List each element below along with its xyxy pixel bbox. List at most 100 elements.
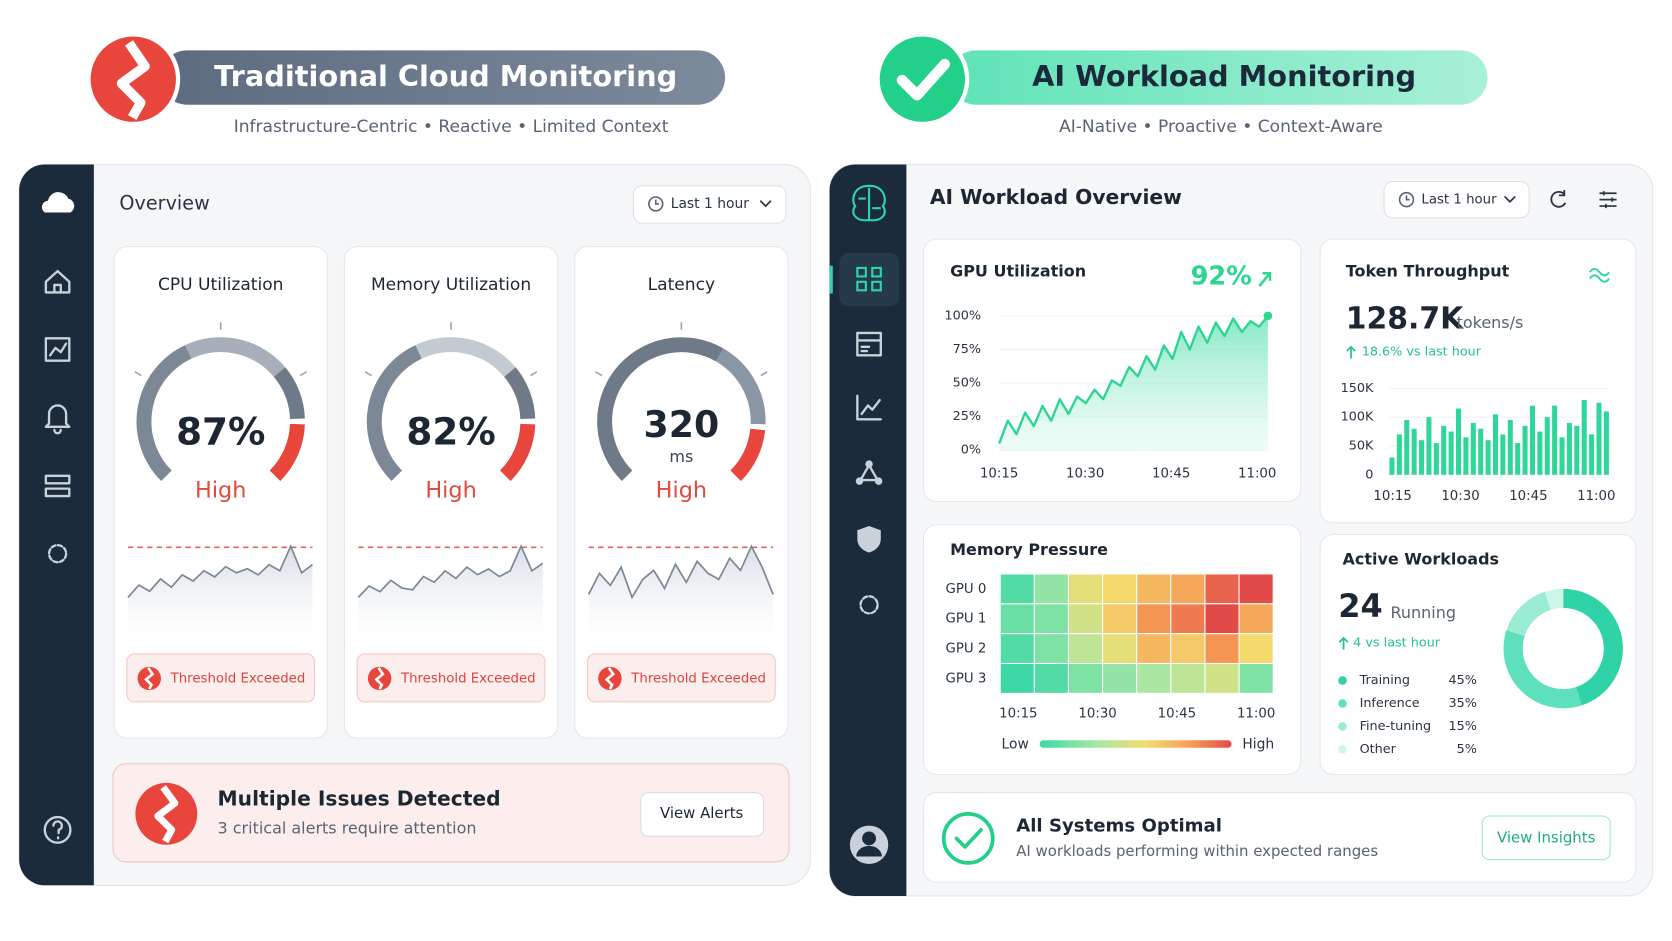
sparkline — [587, 544, 774, 600]
threshold-badge — [356, 653, 546, 703]
metric-value: 320 — [644, 403, 720, 446]
workloads-count: 24 — [1338, 587, 1383, 625]
filter-icon[interactable] — [1599, 191, 1617, 209]
heat-cell — [1238, 633, 1274, 665]
right-sidebar-icons — [829, 184, 899, 864]
right-time-dropdown[interactable] — [1383, 180, 1530, 219]
workloads-count-label: Running — [1390, 603, 1456, 622]
clock-icon — [1398, 191, 1415, 208]
metric-title: CPU Utilization — [158, 275, 284, 295]
trend-icon[interactable] — [856, 394, 882, 421]
row-label: GPU 3 — [946, 671, 987, 686]
avatar-body — [856, 845, 882, 857]
heat-cell — [1102, 633, 1138, 665]
x-tick-label: 10:15 — [999, 707, 1037, 722]
gauge-arc — [269, 423, 305, 482]
bar — [1581, 399, 1587, 475]
network-icon[interactable] — [859, 463, 879, 482]
crack-icon — [144, 667, 155, 690]
server-icon[interactable] — [44, 474, 71, 498]
active-nav-indicator — [829, 265, 833, 294]
home-icon[interactable] — [44, 269, 71, 294]
heat-cell — [1102, 573, 1138, 605]
y-tick-label: 25% — [953, 409, 981, 424]
view-alerts-button[interactable] — [640, 791, 765, 837]
sparkline-area — [588, 546, 774, 632]
heat-cell — [1170, 633, 1206, 665]
heat-cell — [1238, 573, 1274, 605]
gauge-arc — [136, 345, 192, 482]
settings-icon-hole — [54, 550, 61, 557]
left-time-dropdown[interactable] — [632, 185, 787, 224]
metric-status: High — [656, 477, 707, 503]
shield-icon[interactable] — [857, 525, 881, 553]
heat-cell — [1102, 662, 1138, 694]
heat-cell — [999, 573, 1035, 605]
view-insights-button[interactable] — [1481, 815, 1611, 861]
y-tick-label: 0 — [1365, 467, 1373, 482]
donut-segment — [1544, 588, 1564, 611]
settings-icon[interactable] — [47, 543, 68, 564]
crack-icon — [154, 785, 179, 844]
chevron — [759, 200, 772, 208]
bar — [1441, 425, 1447, 475]
bar — [1426, 417, 1432, 475]
crack-icon — [604, 667, 615, 690]
y-tick-label: 100K — [1341, 410, 1374, 425]
legend-value: 5% — [1457, 742, 1477, 757]
gauge-arc — [185, 337, 286, 378]
metric-status: High — [425, 477, 476, 503]
bar — [1603, 411, 1609, 475]
gauge-tick — [299, 371, 308, 377]
y-tick-label: 0% — [961, 443, 981, 458]
gpu-value: 92% — [1191, 261, 1252, 291]
dashboard-icon[interactable] — [856, 266, 882, 292]
left-banner — [159, 50, 726, 105]
refresh-icon[interactable] — [1550, 190, 1567, 208]
heat-cell — [999, 633, 1035, 665]
gauge-tick — [760, 371, 768, 377]
heat-cell — [1170, 662, 1206, 694]
x-tick-label: 10:30 — [1066, 467, 1104, 482]
crack-icon — [116, 40, 150, 120]
avatar-head — [862, 831, 876, 846]
bar — [1463, 437, 1469, 475]
heat-cell — [1136, 573, 1172, 605]
bar — [1574, 425, 1580, 475]
legend-value: 35% — [1448, 696, 1476, 711]
gauge-tick — [364, 371, 373, 377]
bar — [1500, 434, 1506, 475]
legend-value: 15% — [1448, 719, 1476, 734]
metric-value: 87% — [176, 410, 265, 454]
chart-icon[interactable] — [44, 337, 71, 362]
y-tick-label: 75% — [953, 342, 981, 357]
legend-high: High — [1242, 737, 1274, 753]
bar — [1589, 434, 1595, 475]
metric-title: Memory Utilization — [371, 275, 531, 295]
gpu-end-point — [1263, 311, 1273, 321]
gpu-line — [998, 315, 1269, 444]
heat-cell — [999, 662, 1035, 694]
x-tick-label: 11:00 — [1238, 467, 1276, 482]
bar — [1492, 414, 1498, 475]
x-tick-label: 10:15 — [980, 467, 1018, 482]
right-time-range: Last 1 hour — [1421, 193, 1497, 208]
check-icon — [954, 827, 983, 849]
chevron — [1503, 195, 1516, 203]
row-label: GPU 2 — [946, 642, 987, 657]
x-tick-label: 10:15 — [1373, 489, 1411, 504]
help-icon[interactable] — [43, 815, 72, 844]
heat-cell — [1033, 573, 1069, 605]
heat-cell — [1170, 603, 1206, 635]
bell-icon[interactable] — [44, 404, 71, 435]
table-icon[interactable] — [856, 331, 882, 357]
gauge-arc — [415, 337, 516, 378]
settings-icon[interactable] — [859, 595, 879, 615]
legend-low: Low — [1001, 737, 1028, 753]
gpu-area — [999, 315, 1268, 451]
row-label: GPU 1 — [946, 612, 987, 627]
status-title: All Systems Optimal — [1016, 816, 1222, 837]
left-banner-subtitle: Infrastructure-Centric • Reactive • Limi… — [234, 117, 669, 137]
bar — [1404, 420, 1410, 475]
up-arrow — [1258, 271, 1272, 287]
